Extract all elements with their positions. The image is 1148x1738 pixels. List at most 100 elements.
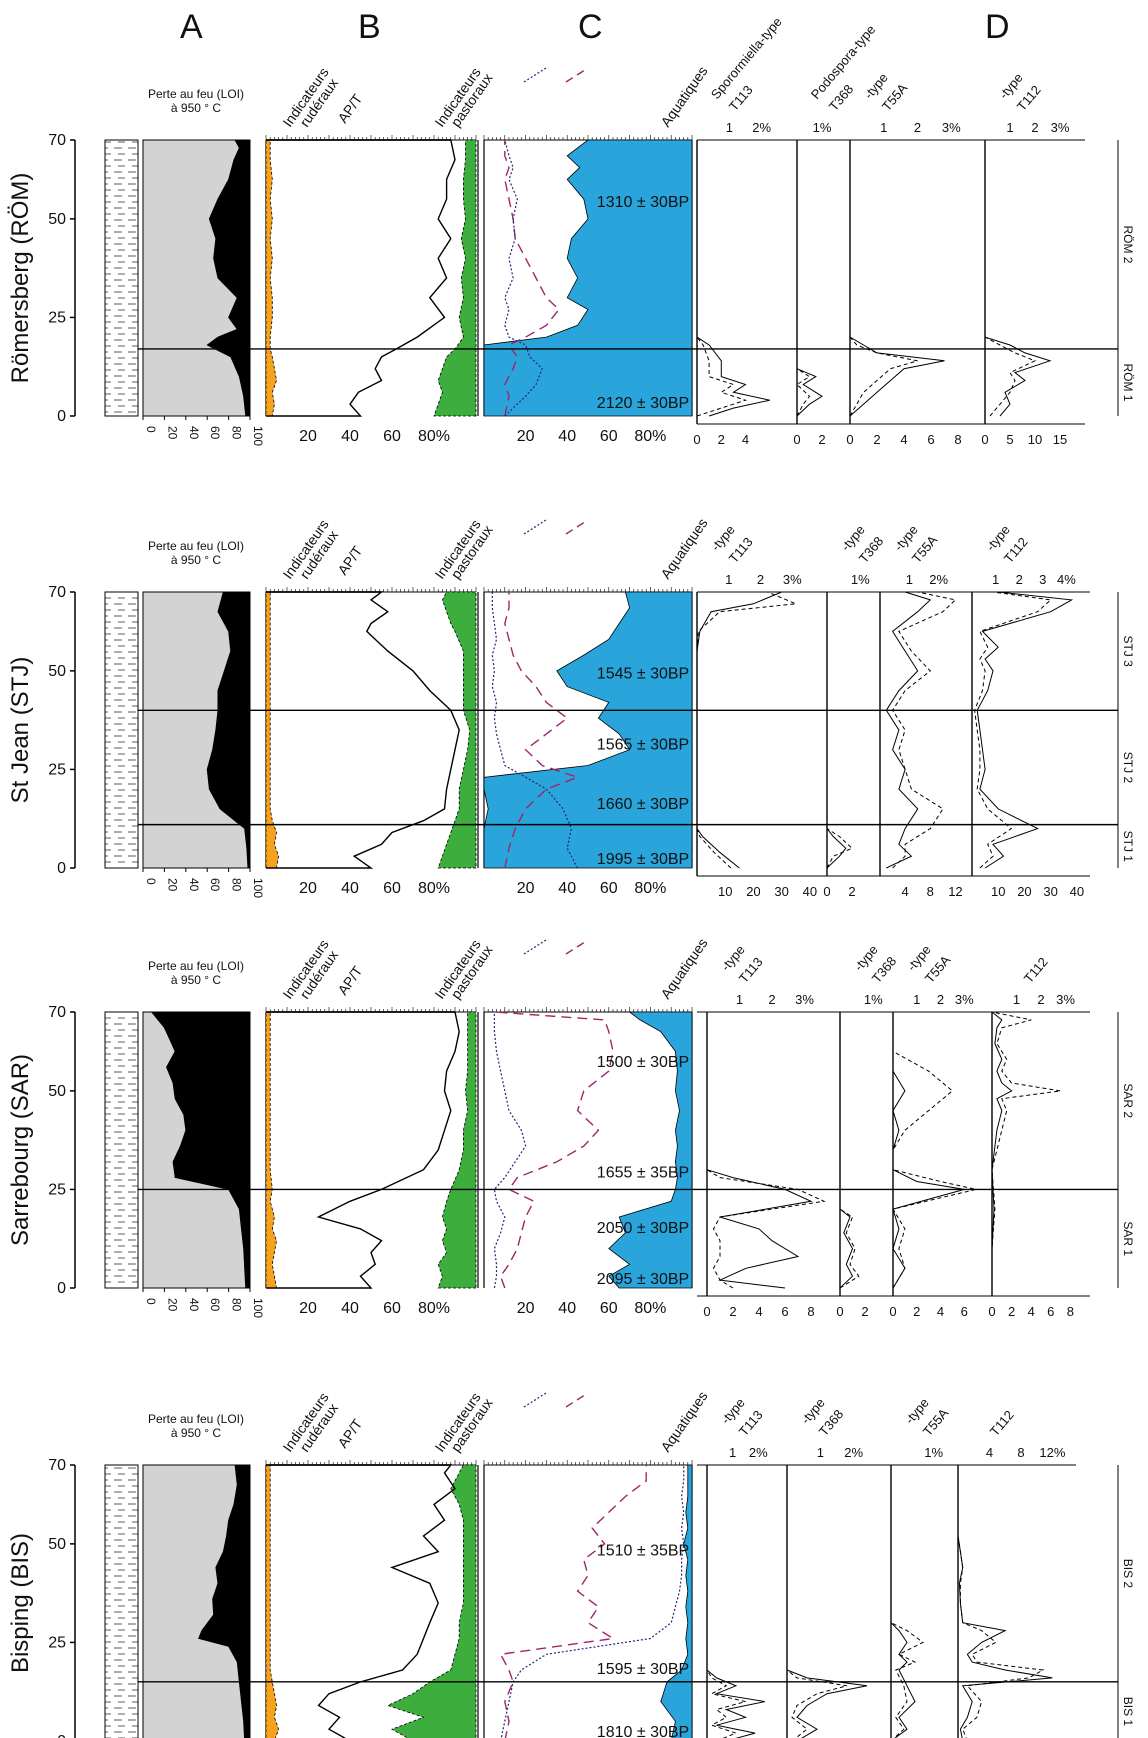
spore-top-tick-label: 3% bbox=[783, 572, 802, 587]
depth-tick-label: 0 bbox=[57, 860, 66, 877]
aquatics-area bbox=[660, 1464, 693, 1738]
spore-bottom-tick-label: 10 bbox=[1028, 432, 1042, 447]
spore-solid-curve bbox=[796, 356, 823, 417]
zone-label: STJ 1 bbox=[1121, 831, 1135, 863]
legend-red-dashed bbox=[565, 1392, 589, 1408]
b-tick-label: 80% bbox=[418, 880, 450, 897]
spore-bottom-tick-label: 6 bbox=[781, 1304, 788, 1319]
spore-bottom-tick-label: 30 bbox=[1043, 884, 1057, 899]
spore-bottom-tick-label: 2 bbox=[818, 432, 825, 447]
depth-tick-label: 25 bbox=[48, 1634, 66, 1651]
spore-dashed-curve bbox=[796, 356, 811, 417]
pastoral-indicators-area bbox=[437, 591, 477, 869]
b-tick-label: 60 bbox=[383, 428, 401, 445]
spore-top-tick-label: 1 bbox=[880, 120, 887, 135]
loi-tick-label: 60 bbox=[208, 426, 222, 440]
spore-solid-curve bbox=[890, 1622, 916, 1738]
loi-title: Perte au feu (LOI) bbox=[148, 1412, 244, 1426]
apt-curve bbox=[266, 591, 460, 869]
ruderal-indicators-area bbox=[265, 591, 280, 869]
spore-solid-curve bbox=[976, 591, 1074, 869]
spore-top-tick-label: 3% bbox=[1056, 992, 1075, 1007]
site-title: Sarrebourg (SAR) bbox=[7, 1054, 34, 1246]
spore-dashed-curve bbox=[849, 336, 918, 417]
aquatics-area bbox=[483, 591, 693, 869]
spore-top-tick-label: 1 bbox=[992, 572, 999, 587]
depth-tick-label: 50 bbox=[48, 1536, 66, 1553]
spore-bottom-tick-label: 2 bbox=[718, 432, 725, 447]
spore-dashed-curve bbox=[706, 1669, 746, 1738]
loi-tick-label: 80 bbox=[230, 878, 244, 892]
zone-label: SAR 2 bbox=[1121, 1083, 1135, 1118]
spore-bottom-tick-label: 0 bbox=[703, 1304, 710, 1319]
site-panel-sar: Sarrebourg (SAR) 70 50 25 0 Perte au feu (LOI… bbox=[7, 935, 1135, 1319]
lithology-column bbox=[104, 139, 139, 417]
radiocarbon-date-label: 1510 ± 35BP bbox=[597, 1543, 689, 1560]
spore-top-tick-label: 2 bbox=[1037, 992, 1044, 1007]
spore-dashed-curve bbox=[826, 828, 853, 869]
spore-bottom-tick-label: 0 bbox=[823, 884, 830, 899]
legend-red-dashed bbox=[565, 67, 589, 83]
zone-label: RÖM 1 bbox=[1121, 363, 1135, 401]
loi-tick-label: 80 bbox=[230, 426, 244, 440]
radiocarbon-date-label: 2120 ± 30BP bbox=[597, 395, 689, 412]
aquatics-area bbox=[608, 1011, 693, 1289]
ruderal-indicators-area bbox=[265, 139, 277, 417]
b-tick-label: 80% bbox=[418, 1300, 450, 1317]
blue-dotted-curve bbox=[504, 139, 543, 417]
pastoral-indicators-area bbox=[433, 139, 477, 417]
pastoral-indicators-area bbox=[386, 1464, 477, 1738]
radiocarbon-date-label: 1995 ± 30BP bbox=[597, 851, 689, 868]
spore-bottom-tick-label: 8 bbox=[954, 432, 961, 447]
b-tick-label: 20 bbox=[299, 428, 317, 445]
spore-bottom-tick-label: 2 bbox=[848, 884, 855, 899]
spore-dashed-curve bbox=[706, 1169, 826, 1289]
depth-tick-label: 70 bbox=[48, 1004, 66, 1021]
spore-bottom-tick-label: 4 bbox=[902, 884, 909, 899]
b-tick-label: 20 bbox=[299, 880, 317, 897]
site-title: Römersberg (RÖM) bbox=[7, 173, 34, 384]
spore-top-tick-label: 12% bbox=[1039, 1445, 1065, 1460]
column-letter-a: A bbox=[180, 8, 203, 46]
spore-top-tick-label: 8 bbox=[1017, 1445, 1024, 1460]
spore-bottom-tick-label: 20 bbox=[746, 884, 760, 899]
spore-dashed-curve bbox=[892, 591, 957, 869]
spore-top-tick-label: 3% bbox=[795, 992, 814, 1007]
spore-top-tick-label: 1 bbox=[729, 1445, 736, 1460]
spore-top-tick-label: 1 bbox=[906, 572, 913, 587]
loi-tick-label: 0 bbox=[144, 1298, 158, 1305]
depth-tick-label: 25 bbox=[48, 309, 66, 326]
loi-tick-label: 20 bbox=[165, 1298, 179, 1312]
depth-tick-label: 0 bbox=[57, 408, 66, 425]
spore-bottom-tick-label: 12 bbox=[948, 884, 962, 899]
spore-dashed-curve bbox=[984, 336, 1037, 417]
spore-solid-curve bbox=[696, 336, 770, 417]
loi-tick-label: 0 bbox=[144, 878, 158, 885]
apt-label: AP/T bbox=[334, 1416, 365, 1451]
spore-top-tick-label: 2 bbox=[937, 992, 944, 1007]
c-tick-label: 40 bbox=[558, 1300, 576, 1317]
spore-top-tick-label: 1% bbox=[864, 992, 883, 1007]
apt-label: AP/T bbox=[334, 91, 365, 126]
spore-top-tick-label: 1 bbox=[736, 992, 743, 1007]
spore-top-tick-label: 1 bbox=[1013, 992, 1020, 1007]
aquatics-label: Aquatiques bbox=[657, 515, 710, 582]
spore-solid-curve bbox=[696, 591, 782, 869]
legend-blue-dotted bbox=[523, 939, 547, 955]
red-dashed-curve bbox=[494, 1011, 614, 1289]
spore-bottom-tick-label: 6 bbox=[927, 432, 934, 447]
spore-bottom-tick-label: 0 bbox=[793, 432, 800, 447]
column-letter-b: B bbox=[358, 8, 381, 46]
spore-top-tick-label: 1% bbox=[924, 1445, 943, 1460]
radiocarbon-date-label: 1565 ± 30BP bbox=[597, 737, 689, 754]
spore-top-tick-label: 1 bbox=[913, 992, 920, 1007]
radiocarbon-date-label: 2050 ± 30BP bbox=[597, 1220, 689, 1237]
loi-tick-label: 80 bbox=[230, 1298, 244, 1312]
depth-tick-label: 50 bbox=[48, 1083, 66, 1100]
aquatics-label: Aquatiques bbox=[657, 63, 710, 130]
spore-top-tick-label: 3 bbox=[1039, 572, 1046, 587]
loi-title: Perte au feu (LOI) bbox=[148, 539, 244, 553]
radiocarbon-date-label: 1595 ± 30BP bbox=[597, 1661, 689, 1678]
loi-tick-label: 20 bbox=[165, 426, 179, 440]
spore-bottom-tick-label: 2 bbox=[861, 1304, 868, 1319]
